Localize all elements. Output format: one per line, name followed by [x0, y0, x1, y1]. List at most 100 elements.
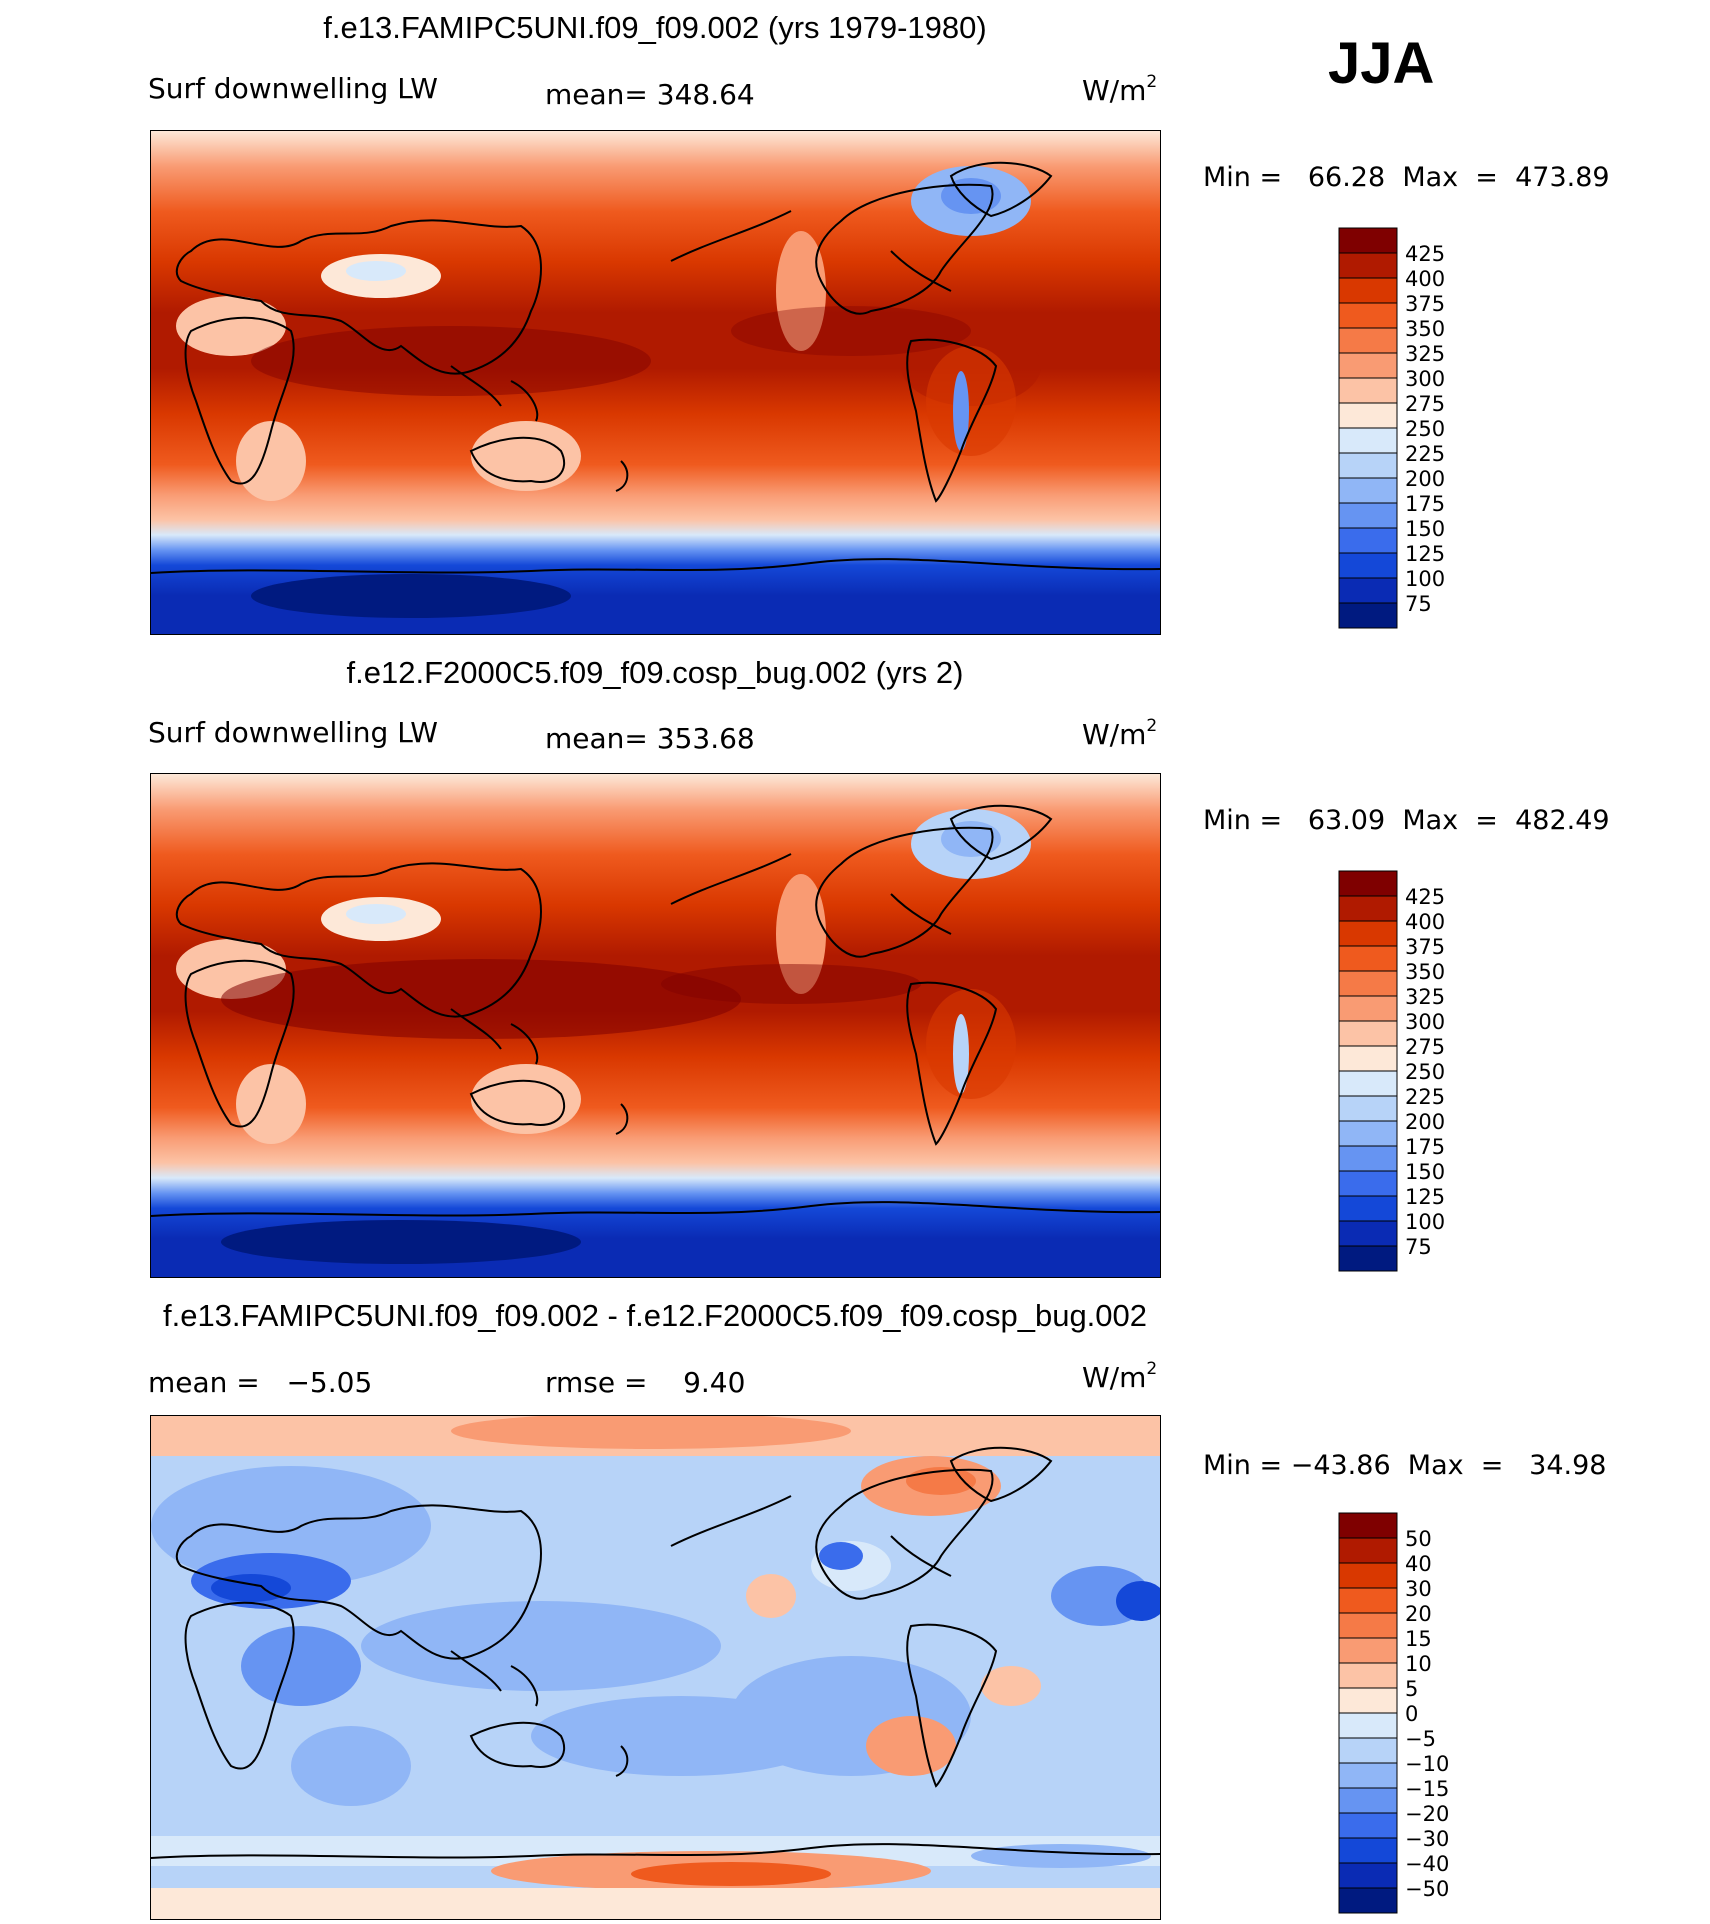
colorbar-swatch	[1338, 1020, 1398, 1047]
colorbar-tick-label: 250	[1405, 417, 1445, 441]
colorbar-tick-label: −40	[1405, 1852, 1449, 1876]
panel-1-coastlines	[151, 161, 1160, 574]
season-label: JJA	[1328, 31, 1435, 96]
panel-3-coastlines	[151, 1446, 1160, 1859]
colorbar-tick-label: 175	[1405, 1135, 1445, 1159]
panel-3-features	[151, 1416, 1160, 1919]
colorbar-swatch	[1338, 1862, 1398, 1889]
panel-2-variable-label: Surf downwelling LW	[148, 716, 438, 749]
panel-2-colorbar: 425 400 375 350 325 300 275 250 225 200 175 150 125 1…	[1338, 870, 1479, 1272]
panel-2-title: f.e12.F2000C5.f09_f09.cosp_bug.002 (yrs …	[346, 655, 964, 690]
colorbar-swatch	[1338, 377, 1398, 404]
colorbar-tick-label: 425	[1405, 242, 1445, 266]
colorbar-tick-label: 375	[1405, 935, 1445, 959]
colorbar-tick-label: 375	[1405, 292, 1445, 316]
panel-3-title: f.e13.FAMIPC5UNI.f09_f09.002 - f.e12.F20…	[162, 1298, 1148, 1333]
panel-1-title: f.e13.FAMIPC5UNI.f09_f09.002 (yrs 1979-1…	[323, 10, 987, 45]
colorbar-tick-label: 400	[1405, 910, 1445, 934]
colorbar-tick-label: 425	[1405, 885, 1445, 909]
colorbar-swatch	[1338, 577, 1398, 604]
colorbar-swatch	[1338, 1637, 1398, 1664]
colorbar-tick-label: 10	[1405, 1652, 1432, 1676]
colorbar-swatch	[1338, 552, 1398, 579]
colorbar-tick-label: 20	[1405, 1602, 1432, 1626]
colorbar-swatch	[1338, 1095, 1398, 1122]
panel-2-mean-label: mean= 353.68	[545, 722, 755, 755]
panel-2-map	[150, 773, 1161, 1278]
colorbar-tick-label: 150	[1405, 1160, 1445, 1184]
colorbar-tick-label: 30	[1405, 1577, 1432, 1601]
colorbar-swatch	[1338, 1762, 1398, 1789]
colorbar-swatch	[1338, 1662, 1398, 1689]
colorbar-tick-label: −20	[1405, 1802, 1449, 1826]
colorbar-tick-label: 200	[1405, 467, 1445, 491]
colorbar-swatch	[1338, 602, 1398, 629]
colorbar-swatch	[1338, 1120, 1398, 1147]
colorbar-tick-label: −30	[1405, 1827, 1449, 1851]
colorbar-tick-label: 50	[1405, 1527, 1432, 1551]
colorbar-tick-label: 125	[1405, 542, 1445, 566]
colorbar-swatch	[1338, 1145, 1398, 1172]
colorbar-swatch	[1338, 302, 1398, 329]
colorbar-tick-label: 300	[1405, 367, 1445, 391]
panel-2-features	[176, 809, 1031, 1264]
colorbar-swatch	[1338, 227, 1398, 254]
colorbar-swatch	[1338, 1587, 1398, 1614]
colorbar-swatch	[1338, 402, 1398, 429]
panel-1-minmax: Min = 66.28 Max = 473.89	[1203, 162, 1610, 193]
colorbar-tick-label: 275	[1405, 392, 1445, 416]
colorbar-tick-label: 350	[1405, 960, 1445, 984]
panel-1-unit-label: W/m2	[1082, 72, 1158, 107]
colorbar-tick-label: 350	[1405, 317, 1445, 341]
colorbar-tick-label: 40	[1405, 1552, 1432, 1576]
colorbar-swatch	[1338, 1170, 1398, 1197]
colorbar-swatch	[1338, 945, 1398, 972]
colorbar-swatch	[1338, 1787, 1398, 1814]
colorbar-tick-label: 15	[1405, 1627, 1432, 1651]
colorbar-swatch	[1338, 1687, 1398, 1714]
panel-1-variable-label: Surf downwelling LW	[148, 72, 438, 105]
panel-3-unit-label: W/m2	[1082, 1359, 1158, 1394]
colorbar-swatch	[1338, 327, 1398, 354]
colorbar-tick-label: 100	[1405, 567, 1445, 591]
colorbar-swatch	[1338, 1837, 1398, 1864]
colorbar-swatch	[1338, 252, 1398, 279]
colorbar-tick-label: 0	[1405, 1702, 1418, 1726]
panel-3-mean-label: mean = −5.05	[148, 1366, 373, 1399]
panel-1-map	[150, 130, 1161, 635]
panel-1-mean-label: mean= 348.64	[545, 78, 755, 111]
colorbar-tick-label: 150	[1405, 517, 1445, 541]
colorbar-swatch	[1338, 1737, 1398, 1764]
panel-2-unit-label: W/m2	[1082, 716, 1158, 751]
colorbar-swatch	[1338, 1245, 1398, 1272]
colorbar-swatch	[1338, 1812, 1398, 1839]
colorbar-swatch	[1338, 352, 1398, 379]
colorbar-swatch	[1338, 870, 1398, 897]
colorbar-swatch	[1338, 452, 1398, 479]
panel-3-map	[150, 1415, 1161, 1920]
colorbar-swatch	[1338, 1562, 1398, 1589]
colorbar-swatch	[1338, 1045, 1398, 1072]
colorbar-tick-label: 225	[1405, 1085, 1445, 1109]
colorbar-swatch	[1338, 995, 1398, 1022]
colorbar-tick-label: 125	[1405, 1185, 1445, 1209]
colorbar-swatch	[1338, 1220, 1398, 1247]
colorbar-tick-label: −10	[1405, 1752, 1449, 1776]
colorbar-tick-label: 200	[1405, 1110, 1445, 1134]
colorbar-tick-label: 100	[1405, 1210, 1445, 1234]
colorbar-swatch	[1338, 1712, 1398, 1739]
colorbar-swatch	[1338, 1887, 1398, 1914]
panel-3-rmse-label: rmse = 9.40	[545, 1366, 746, 1399]
colorbar-tick-label: −50	[1405, 1877, 1449, 1901]
colorbar-tick-label: 325	[1405, 342, 1445, 366]
colorbar-tick-label: 5	[1405, 1677, 1418, 1701]
colorbar-tick-label: 225	[1405, 442, 1445, 466]
colorbar-tick-label: 175	[1405, 492, 1445, 516]
colorbar-swatch	[1338, 277, 1398, 304]
colorbar-tick-label: 300	[1405, 1010, 1445, 1034]
colorbar-swatch	[1338, 1512, 1398, 1539]
colorbar-swatch	[1338, 1537, 1398, 1564]
colorbar-tick-label: −5	[1405, 1727, 1436, 1751]
colorbar-tick-label: 250	[1405, 1060, 1445, 1084]
colorbar-swatch	[1338, 427, 1398, 454]
